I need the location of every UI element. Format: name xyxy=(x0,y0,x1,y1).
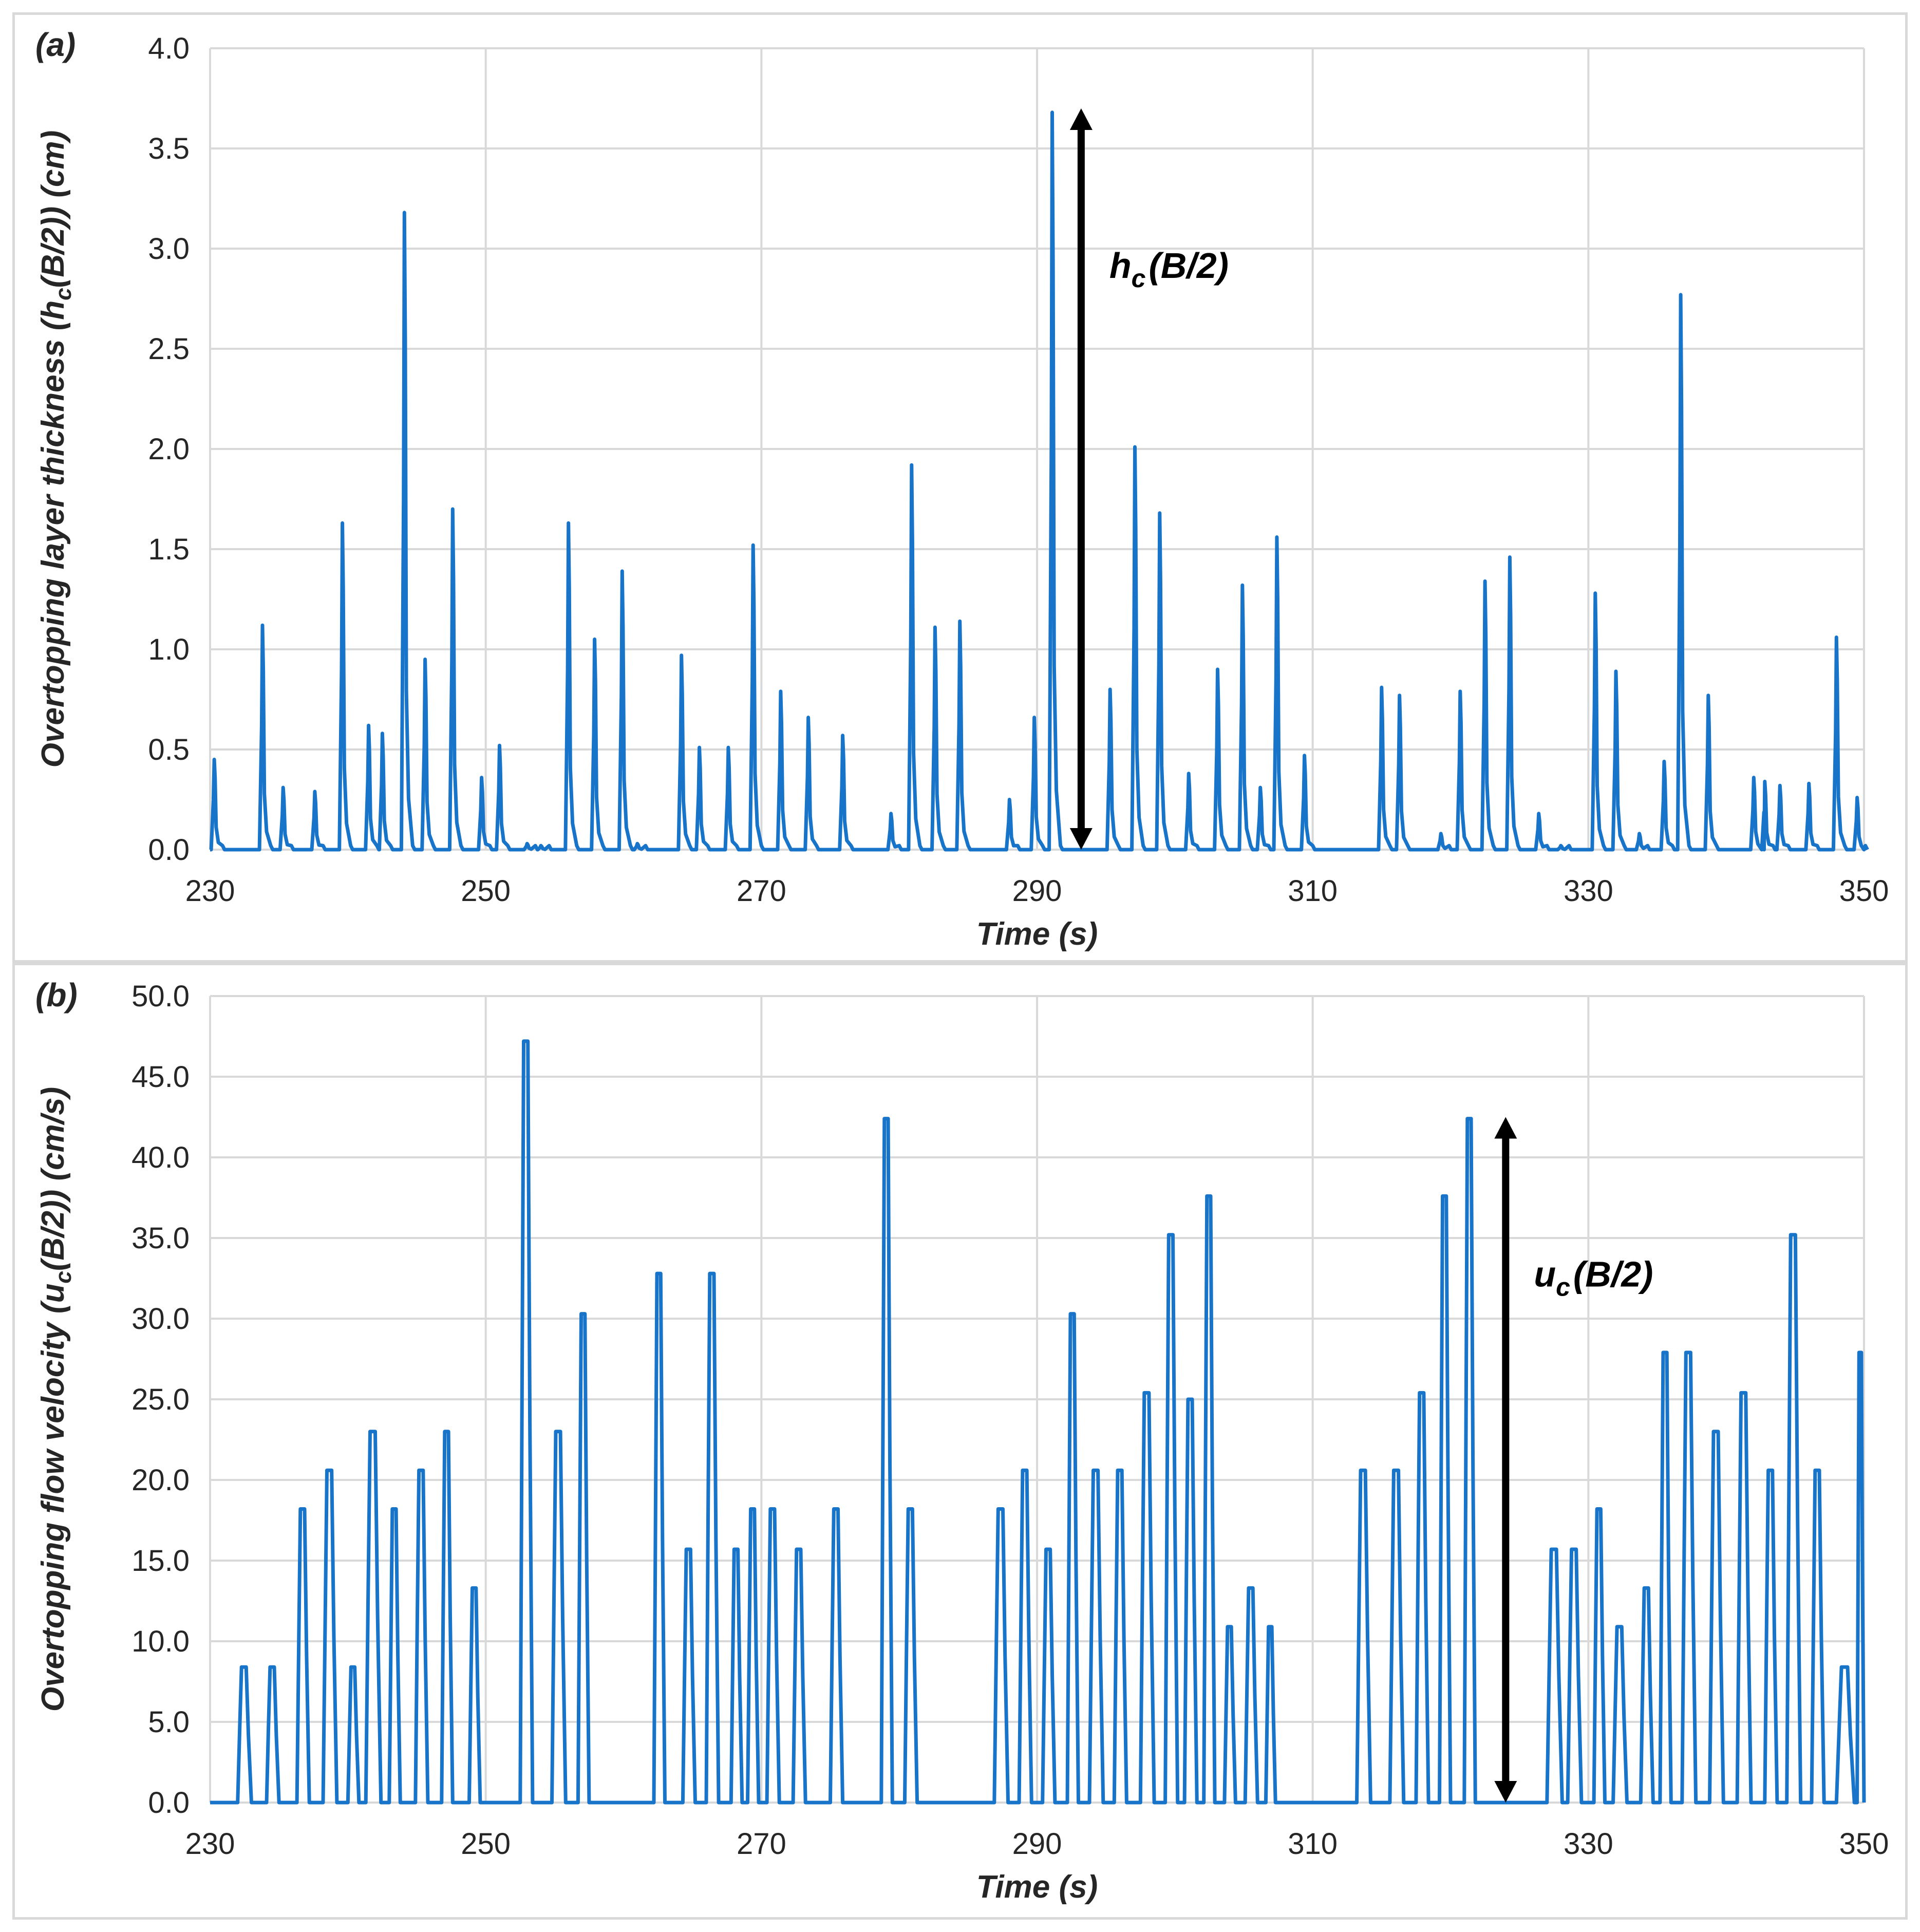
arrow-head-up xyxy=(1069,108,1093,130)
y-tick-label: 30.0 xyxy=(131,1302,190,1336)
y-tick-label: 10.0 xyxy=(131,1625,190,1658)
y-tick-label: 1.5 xyxy=(148,533,190,566)
chart-a: 230 250 270 290 310 330 350 0.0 0.5 1.0 1.5 2.0 2.5 3… xyxy=(35,26,1889,952)
y-tick-label: 0.5 xyxy=(148,733,190,766)
y-tick-label: 0.0 xyxy=(148,833,190,867)
panel-label-a: (a) xyxy=(35,26,76,63)
y-tick-label: 1.0 xyxy=(148,633,190,666)
y-tick-label: 20.0 xyxy=(131,1464,190,1497)
annotation-b: uc(B/2) xyxy=(1494,1117,1653,1803)
y-axis-title-b: Overtopping flow velocity (uc(B/2)) (cm/… xyxy=(35,1087,76,1712)
arrow-head-up xyxy=(1494,1117,1517,1139)
arrow-head-down xyxy=(1494,1781,1517,1803)
annotation-a: hc(B/2) xyxy=(1069,108,1229,850)
ticks-b: 230 250 270 290 310 330 350 0.0 5.0 10.0 15.0 20.0 2… xyxy=(131,980,1889,1861)
x-tick-label: 290 xyxy=(1012,874,1062,908)
arrow-head-down xyxy=(1069,828,1093,850)
x-tick-label: 310 xyxy=(1288,1827,1338,1861)
y-tick-label: 40.0 xyxy=(131,1141,190,1174)
x-tick-label: 330 xyxy=(1564,1827,1613,1861)
y-tick-label: 50.0 xyxy=(131,980,190,1013)
x-tick-label: 230 xyxy=(185,1827,235,1861)
x-tick-label: 290 xyxy=(1012,1827,1062,1861)
y-tick-label: 45.0 xyxy=(131,1060,190,1094)
x-axis-title-b: Time (s) xyxy=(976,1869,1098,1905)
x-tick-label: 270 xyxy=(737,874,786,908)
x-tick-label: 270 xyxy=(737,1827,786,1861)
panel-label-b: (b) xyxy=(35,977,78,1014)
y-tick-label: 2.5 xyxy=(148,332,190,366)
y-tick-label: 0.0 xyxy=(148,1786,190,1820)
y-tick-label: 5.0 xyxy=(148,1705,190,1739)
annotation-label: hc(B/2) xyxy=(1109,246,1229,293)
chart-panel-a: 230 250 270 290 310 330 350 0.0 0.5 1.0 1.5 2.0 2.5 3… xyxy=(12,12,1908,963)
series-line-uc xyxy=(210,1039,1866,1805)
x-axis-title-a: Time (s) xyxy=(976,916,1098,952)
x-tick-label: 330 xyxy=(1564,874,1613,908)
annotation-label: uc(B/2) xyxy=(1534,1254,1653,1302)
y-tick-label: 15.0 xyxy=(131,1544,190,1578)
x-tick-label: 350 xyxy=(1839,874,1889,908)
chart-b: 230 250 270 290 310 330 350 0.0 5.0 10.0 15.0 20.0 2… xyxy=(35,977,1889,1905)
x-tick-label: 250 xyxy=(461,1827,511,1861)
grid-a xyxy=(209,47,1865,851)
y-tick-label: 3.5 xyxy=(148,132,190,165)
x-tick-label: 250 xyxy=(461,874,511,908)
y-tick-label: 4.0 xyxy=(148,32,190,65)
x-tick-label: 230 xyxy=(185,874,235,908)
y-tick-label: 3.0 xyxy=(148,232,190,266)
y-tick-label: 35.0 xyxy=(131,1222,190,1255)
y-tick-label: 25.0 xyxy=(131,1383,190,1416)
y-tick-label: 2.0 xyxy=(148,433,190,466)
x-tick-label: 310 xyxy=(1288,874,1338,908)
x-tick-label: 350 xyxy=(1839,1827,1889,1861)
series-line-hc xyxy=(209,110,1869,852)
chart-panel-b: 230 250 270 290 310 330 350 0.0 5.0 10.0 15.0 20.0 2… xyxy=(12,963,1908,1920)
ticks-a: 230 250 270 290 310 330 350 0.0 0.5 1.0 1.5 2.0 2.5 3… xyxy=(148,32,1889,908)
y-axis-title-a: Overtopping layer thickness (hc(B/2)) (c… xyxy=(35,130,76,768)
